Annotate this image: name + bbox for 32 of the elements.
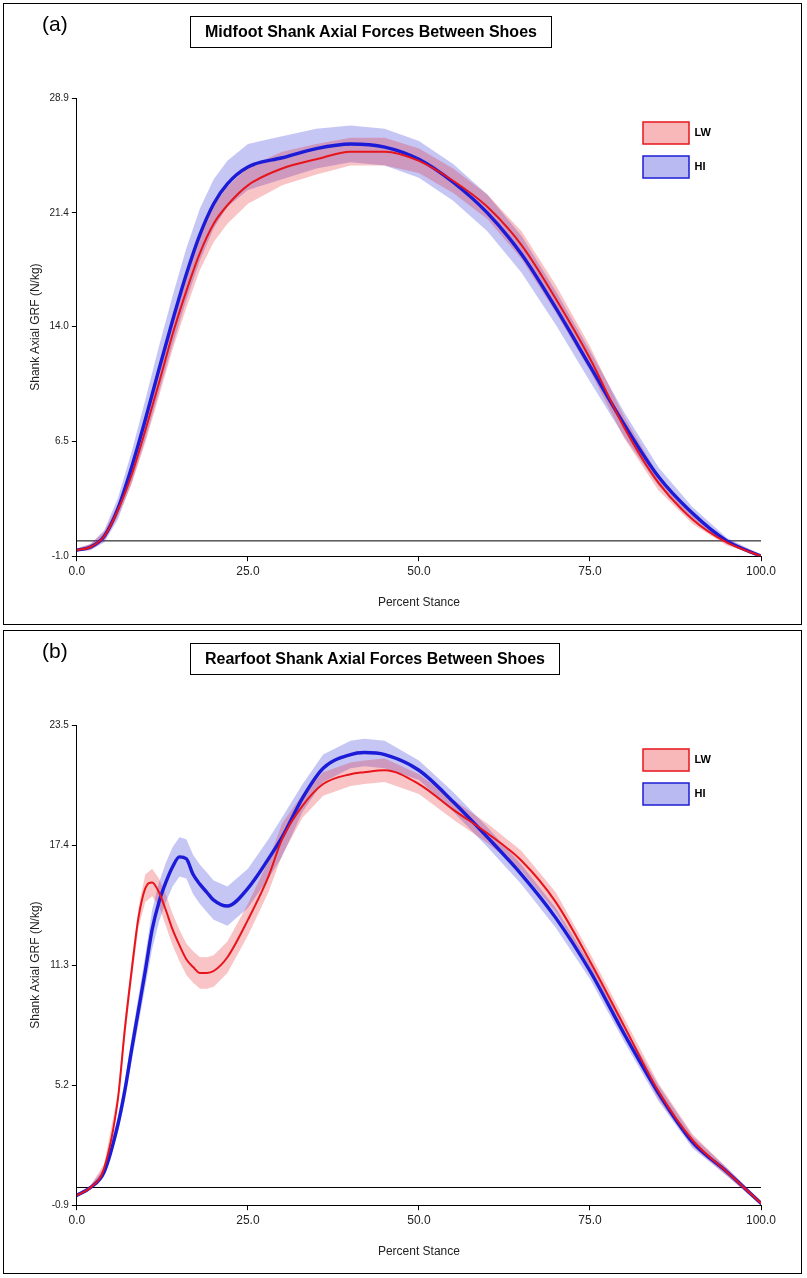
x-axis-title: Percent Stance bbox=[377, 595, 461, 610]
legend-label: HI bbox=[694, 160, 706, 173]
x-tick-label: 100.0 bbox=[745, 563, 777, 578]
x-axis-title: Percent Stance bbox=[377, 1244, 461, 1259]
y-tick-label: 5.2 bbox=[54, 1078, 70, 1090]
legend-label: LW bbox=[694, 753, 712, 766]
y-axis-title: Shank Axial GRF (N/kg) bbox=[27, 901, 42, 1029]
x-tick-label: 75.0 bbox=[578, 563, 602, 578]
x-tick-label: 75.0 bbox=[578, 1212, 602, 1227]
x-tick-label: 25.0 bbox=[236, 1212, 260, 1227]
x-tick-label: 25.0 bbox=[236, 563, 260, 578]
y-tick-label: 23.5 bbox=[49, 718, 70, 730]
y-tick-label: 6.5 bbox=[54, 435, 70, 447]
chart-title: Midfoot Shank Axial Forces Between Shoes bbox=[190, 16, 552, 48]
y-tick-label: -0.9 bbox=[51, 1198, 70, 1210]
x-tick-label: 50.0 bbox=[407, 1212, 431, 1227]
x-tick-label: 100.0 bbox=[745, 1212, 777, 1227]
y-tick-label: 14.0 bbox=[49, 320, 70, 332]
y-tick-label: 21.4 bbox=[49, 206, 70, 218]
y-tick-label: 17.4 bbox=[49, 838, 70, 850]
x-tick-label: 0.0 bbox=[68, 1212, 86, 1227]
y-axis-title: Shank Axial GRF (N/kg) bbox=[27, 263, 42, 391]
legend-label: HI bbox=[694, 787, 706, 800]
text: (a) bbox=[42, 12, 68, 36]
text: (b) bbox=[42, 639, 68, 663]
legend-label: LW bbox=[694, 126, 712, 139]
y-tick-label: 11.3 bbox=[50, 958, 70, 970]
x-tick-label: 50.0 bbox=[407, 563, 431, 578]
chart-title: Rearfoot Shank Axial Forces Between Shoes bbox=[190, 643, 560, 675]
x-tick-label: 0.0 bbox=[68, 563, 86, 578]
y-tick-label: -1.0 bbox=[51, 549, 70, 561]
y-tick-label: 28.9 bbox=[49, 91, 70, 103]
